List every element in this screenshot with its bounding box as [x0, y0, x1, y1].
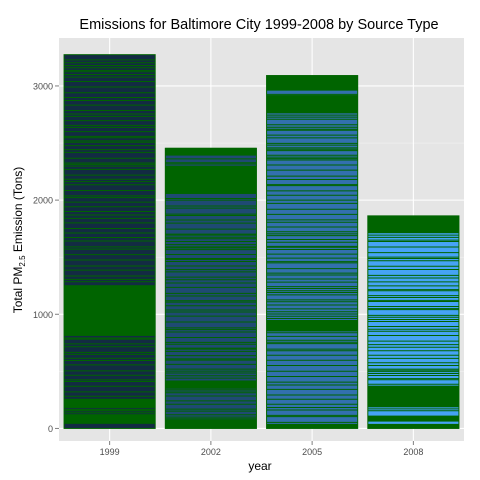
bar-segment-band — [367, 215, 459, 234]
y-tick-label: 2000 — [33, 196, 53, 206]
bar-fill — [266, 75, 358, 429]
y-tick-label: 3000 — [33, 81, 53, 91]
bar-outline — [266, 75, 359, 429]
y-tick-label: 0 — [48, 424, 53, 434]
y-axis-title-prefix: Total PM — [11, 267, 25, 314]
y-axis-title-subscript: 2.5 — [18, 255, 27, 267]
y-axis-title-suffix: Emission (Tons) — [11, 167, 25, 256]
y-axis-title: Total PM2.5 Emission (Tons) — [11, 167, 27, 314]
bar-2005 — [266, 75, 359, 429]
x-tick-label: 2002 — [201, 447, 221, 457]
bar-segment-band — [266, 319, 358, 332]
bar-1999 — [63, 54, 156, 429]
x-tick-label: 2008 — [403, 447, 423, 457]
bar-segment-band — [367, 415, 459, 422]
bar-segment-band — [64, 414, 156, 424]
y-tick-label: 1000 — [33, 310, 53, 320]
y-axis-ticks: 0 1000 2000 3000 — [33, 81, 59, 434]
x-axis-ticks: 1999 2002 2005 2008 — [100, 441, 423, 457]
bar-outline — [63, 54, 156, 429]
bar-2008 — [367, 215, 460, 429]
bar-segment-band — [64, 398, 156, 408]
x-axis-title: year — [248, 459, 271, 473]
x-tick-label: 1999 — [100, 447, 120, 457]
bars — [63, 54, 460, 429]
chart-title: Emissions for Baltimore City 1999-2008 b… — [79, 17, 438, 33]
bar-outline — [164, 147, 257, 429]
bar-outline — [367, 215, 460, 429]
bar-segment-band — [367, 423, 459, 429]
x-tick-label: 2005 — [302, 447, 322, 457]
bar-segment-band — [266, 423, 358, 429]
bar-2002 — [164, 147, 257, 429]
bar-segment-band — [64, 306, 156, 336]
